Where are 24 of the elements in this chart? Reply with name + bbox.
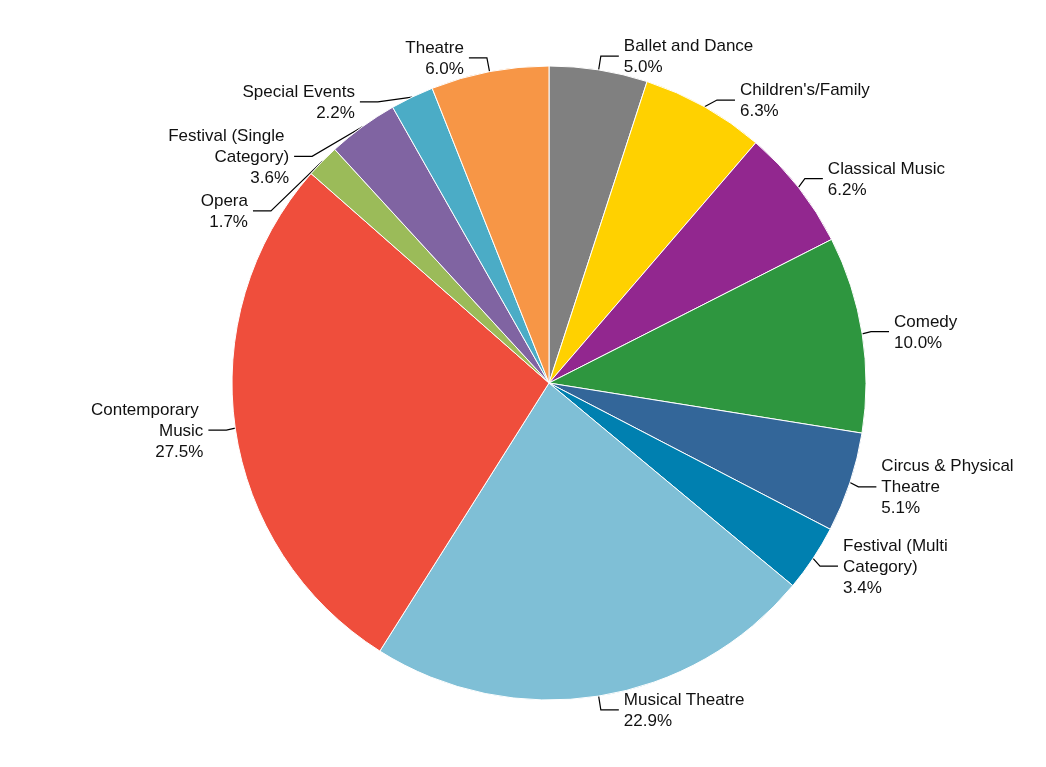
data-label: 6.0% [425,58,464,78]
slice-label: Contemporary Music [90,399,204,440]
slice-label: Classical Music [827,158,946,178]
data-label: 6.3% [739,101,779,121]
data-label: 5.1% [881,498,921,518]
slice-label: Circus & Physical Theatre [881,456,1019,497]
data-label: 6.2% [827,179,867,199]
slice-label: Opera [200,190,249,210]
slice-label: Ballet and Dance [623,36,754,56]
slice-label: Musical Theatre [623,689,745,709]
data-label: 2.2% [316,102,355,122]
slice-label: Festival (Multi Category) [842,535,953,576]
data-label: 27.5% [155,441,204,461]
data-label: 5.0% [623,57,663,77]
data-label: 1.7% [209,211,248,231]
data-label: 3.4% [842,577,882,597]
data-label: 22.9% [623,710,673,730]
slice-label: Comedy [894,311,958,331]
slice-label: Children's/Family [739,80,871,100]
slice-label: Special Events [242,81,355,101]
data-label: 3.6% [250,167,290,187]
slice-label: Theatre [405,37,464,57]
data-label: 10.0% [894,332,943,352]
slice-label: Festival (Single Category) [168,125,290,166]
